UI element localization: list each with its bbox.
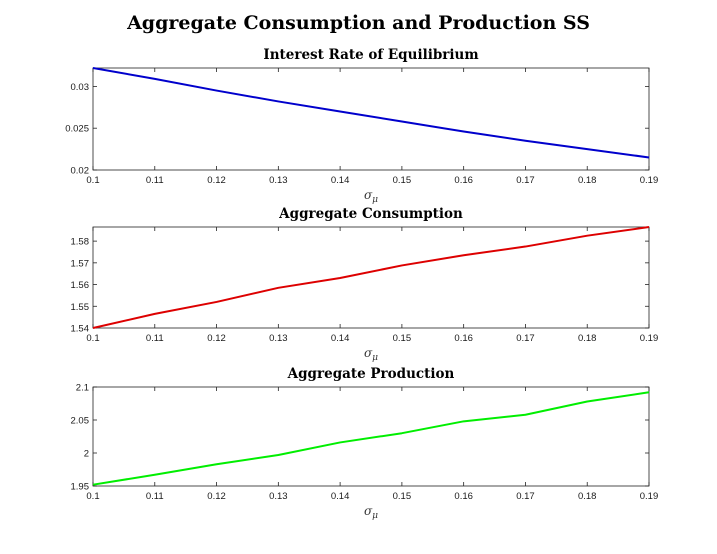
panel-1: Interest Rate of Equilibrium 0.1 0.11 0.12 0… — [65, 47, 658, 205]
y-tick-label: 1.57 — [71, 258, 90, 269]
y-tick-label: 0.02 — [71, 166, 90, 177]
x-tick-label: 0.14 — [331, 175, 350, 186]
x-tick-label: 0.13 — [269, 175, 288, 186]
x-tick-label: 0.15 — [393, 333, 412, 344]
x-tick-label: 0.12 — [207, 333, 226, 344]
x-tick-label: 0.18 — [578, 333, 597, 344]
x-tick-label: 0.11 — [146, 175, 164, 186]
x-tick-label: 0.15 — [393, 175, 412, 186]
y-tick-label: 1.95 — [71, 482, 90, 493]
x-axis-label: σμ — [364, 504, 378, 521]
y-tick-label: 1.55 — [71, 302, 90, 313]
panel-title: Aggregate Consumption — [278, 206, 463, 222]
panel-title: Aggregate Production — [287, 366, 455, 382]
x-axis-label: σμ — [364, 346, 378, 363]
x-tick-label: 0.18 — [578, 491, 597, 502]
axes-box — [92, 226, 650, 329]
series-line-1 — [92, 226, 650, 329]
x-tick-label: 0.17 — [516, 491, 535, 502]
x-axis-label: σμ — [364, 188, 378, 205]
x-tick-label: 0.1 — [86, 491, 99, 502]
x-axis-label-subscript: μ — [372, 195, 378, 205]
x-tick-label: 0.18 — [578, 175, 597, 186]
x-tick-label: 0.12 — [207, 491, 226, 502]
x-tick-label: 0.14 — [331, 491, 350, 502]
x-tick-label: 0.14 — [331, 333, 350, 344]
y-tick-label: 2 — [84, 449, 89, 460]
y-tick-label: 1.56 — [71, 280, 90, 291]
x-axis-label-subscript: μ — [372, 511, 378, 521]
x-tick-label: 0.1 — [86, 175, 99, 186]
x-tick-label: 0.17 — [516, 333, 535, 344]
x-tick-label: 0.12 — [207, 175, 226, 186]
x-tick-label: 0.1 — [86, 333, 99, 344]
panel-2: Aggregate Consumption 0.1 0.11 0.12 0.13 0.14… — [71, 206, 659, 363]
x-axis-label-subscript: μ — [372, 353, 378, 363]
x-tick-label: 0.19 — [640, 175, 659, 186]
series-line-1 — [92, 67, 650, 159]
y-tick-label: 0.03 — [71, 82, 90, 93]
y-tick-label: 2.1 — [76, 383, 89, 394]
panel-3: Aggregate Production 0.1 0.11 0.12 0.13 0.14 0… — [71, 366, 659, 521]
panel-title: Interest Rate of Equilibrium — [263, 47, 478, 63]
x-tick-label: 0.16 — [454, 333, 473, 344]
x-axis-label-main: σ — [364, 504, 373, 518]
series-line-1 — [92, 391, 650, 486]
x-tick-label: 0.15 — [393, 491, 412, 502]
x-axis-label-main: σ — [364, 346, 373, 360]
x-tick-label: 0.16 — [454, 491, 473, 502]
x-tick-label: 0.11 — [146, 333, 164, 344]
y-tick-label: 1.58 — [71, 237, 90, 248]
y-tick-label: 0.025 — [65, 124, 89, 135]
x-axis-label-main: σ — [364, 188, 373, 202]
figure-suptitle: Aggregate Consumption and Production SS — [126, 12, 590, 34]
x-tick-label: 0.16 — [454, 175, 473, 186]
x-tick-label: 0.19 — [640, 333, 659, 344]
x-tick-label: 0.13 — [269, 491, 288, 502]
x-tick-label: 0.13 — [269, 333, 288, 344]
y-tick-label: 2.05 — [71, 416, 90, 427]
y-tick-label: 1.54 — [71, 324, 90, 335]
x-tick-label: 0.11 — [146, 491, 164, 502]
x-tick-label: 0.19 — [640, 491, 659, 502]
x-tick-label: 0.17 — [516, 175, 535, 186]
